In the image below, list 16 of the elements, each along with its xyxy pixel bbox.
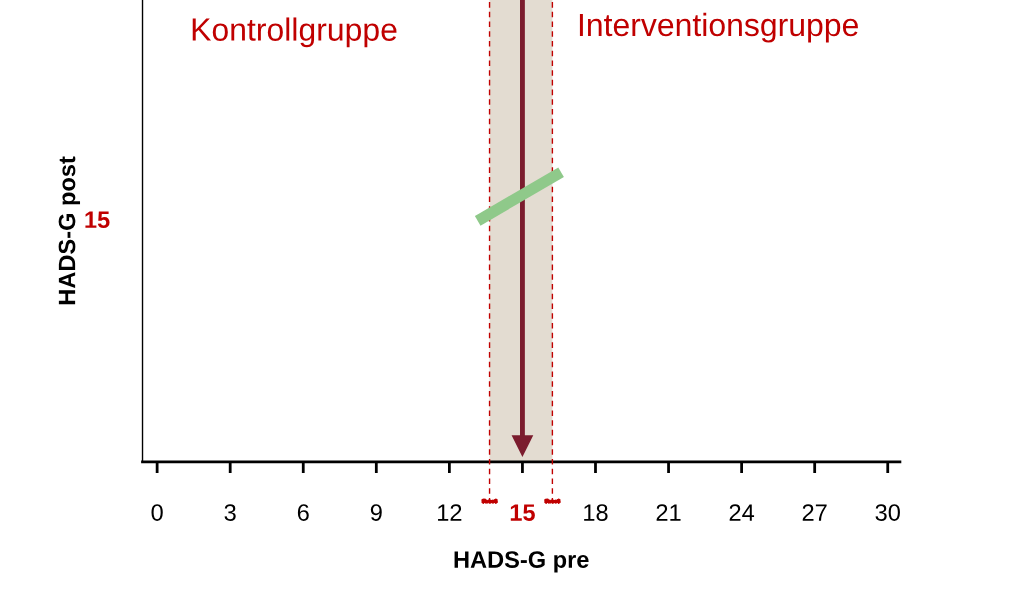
x-tick-label: 15 <box>510 504 535 521</box>
y-axis-title: HADS-G post <box>58 156 81 305</box>
x-tick-label: 3 <box>224 504 236 521</box>
x-tick-label: 21 <box>656 504 681 521</box>
x-tick-label: 30 <box>875 504 900 521</box>
text: Kontrollgruppe <box>192 17 397 48</box>
x-tick-label: 9 <box>370 504 382 521</box>
text: Interventionsgruppe <box>579 12 858 43</box>
text: 15 <box>85 211 110 229</box>
x-tick-label: 6 <box>297 504 309 521</box>
x-tick-label: 18 <box>584 504 608 521</box>
x-axis-title: HADS-G pre <box>454 551 589 573</box>
x-tick-label: 12 <box>438 504 462 521</box>
x-tick-label: 0 <box>151 504 163 521</box>
x-tick-label: 27 <box>802 504 827 521</box>
x-tick-label: 24 <box>729 504 755 521</box>
